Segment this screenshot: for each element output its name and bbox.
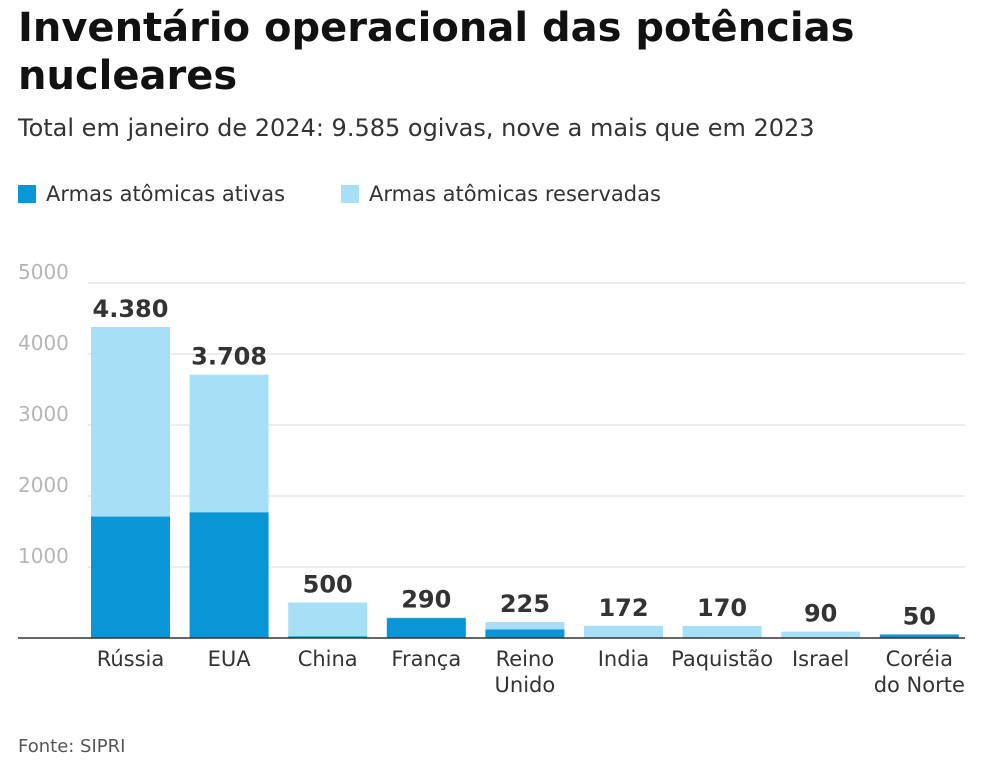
- bar-active: [485, 629, 565, 638]
- legend: Armas atômicas ativas Armas atômicas res…: [18, 178, 717, 210]
- x-tick-label: India: [598, 647, 650, 671]
- x-tick-label: Unido: [495, 673, 556, 697]
- bar-total-label: 225: [500, 590, 550, 618]
- legend-swatch-reserve: [341, 185, 360, 203]
- x-tick-label: EUA: [208, 647, 252, 671]
- bar-chart: 1000 2000 3000 4000 5000 4.380 Rússia 3.708 EUA 5…: [18, 260, 965, 697]
- bar-reserve: [91, 327, 170, 517]
- legend-item-reserve: Armas atômicas reservadas: [341, 182, 661, 206]
- y-tick-label: 2000: [18, 473, 69, 497]
- x-tick-label: Rússia: [97, 647, 165, 671]
- y-tick-label: 4000: [18, 331, 69, 355]
- bar-active: [189, 512, 269, 638]
- bar-reserve: [781, 631, 861, 638]
- x-tick-label: Reino: [496, 647, 555, 671]
- bar-active: [879, 634, 959, 638]
- bar-total-label: 50: [903, 602, 936, 630]
- x-tick-label: Israel: [792, 647, 849, 671]
- y-tick-label: 1000: [18, 544, 69, 568]
- bar-reserve: [189, 374, 269, 513]
- bar-reserve: [288, 602, 368, 637]
- x-tick-label: China: [298, 647, 358, 671]
- x-tick-label: Paquistão: [671, 647, 773, 671]
- legend-swatch-active: [18, 185, 36, 203]
- bar-total-label: 172: [598, 594, 648, 622]
- bar-total-label: 290: [401, 585, 451, 613]
- y-tick-label: 5000: [18, 260, 69, 284]
- chart-title: Inventário operacional das potências nuc…: [18, 5, 855, 99]
- bar-active: [91, 516, 170, 638]
- bar-active: [386, 618, 466, 638]
- bar-total-label: 500: [303, 571, 353, 599]
- bar-reserve: [485, 622, 565, 630]
- legend-item-active: Armas atômicas ativas: [18, 182, 285, 206]
- bar-active: [288, 636, 368, 638]
- y-tick-label: 3000: [18, 402, 69, 426]
- bar-total-label: 90: [804, 600, 837, 628]
- bar-reserve: [682, 625, 762, 638]
- source-note: Fonte: SIPRI: [18, 736, 126, 757]
- legend-label-active: Armas atômicas ativas: [46, 182, 286, 206]
- chart-subtitle: Total em janeiro de 2024: 9.585 ogivas, …: [18, 114, 815, 142]
- x-tick-label: França: [391, 647, 461, 671]
- bar-total-label: 170: [697, 594, 747, 622]
- bar-total-label: 4.380: [93, 295, 169, 323]
- bar-total-label: 3.708: [191, 343, 267, 371]
- x-tick-label: Coréia: [886, 647, 953, 671]
- bar-reserve: [584, 625, 663, 638]
- legend-label-reserve: Armas atômicas reservadas: [369, 182, 661, 206]
- bar-reserve: [386, 617, 466, 619]
- x-tick-label: do Norte: [874, 673, 965, 697]
